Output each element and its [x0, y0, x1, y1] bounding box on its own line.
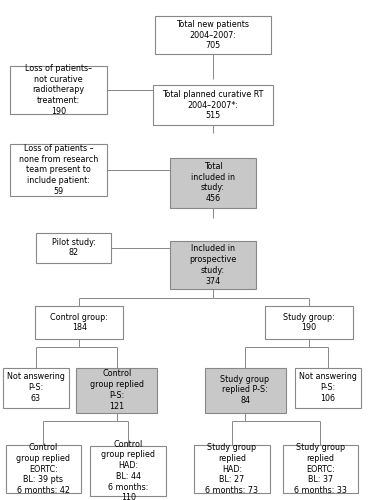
Text: Control group:
184: Control group: 184 — [50, 312, 108, 332]
FancyBboxPatch shape — [10, 144, 106, 196]
FancyBboxPatch shape — [3, 368, 69, 408]
Text: Study group
replied
HAD:
BL: 27
6 months: 73: Study group replied HAD: BL: 27 6 months… — [205, 443, 258, 495]
Text: Total planned curative RT
2004–2007*:
515: Total planned curative RT 2004–2007*: 51… — [162, 90, 264, 120]
Text: Not answering
P-S:
106: Not answering P-S: 106 — [299, 372, 357, 403]
Text: Loss of patients –
none from research
team present to
include patient:
59: Loss of patients – none from research te… — [19, 144, 98, 196]
FancyBboxPatch shape — [76, 368, 157, 412]
FancyBboxPatch shape — [283, 445, 358, 493]
FancyBboxPatch shape — [90, 446, 166, 496]
Text: Control
group replied
P-S:
121: Control group replied P-S: 121 — [90, 370, 144, 410]
Text: Control
group replied
EORTC:
BL: 39 pts
6 months: 42: Control group replied EORTC: BL: 39 pts … — [16, 443, 70, 495]
FancyBboxPatch shape — [36, 232, 111, 262]
Text: Total
included in
study:
456: Total included in study: 456 — [191, 162, 235, 203]
FancyBboxPatch shape — [35, 306, 124, 339]
Text: Study group
replied
EORTC:
BL: 37
6 months: 33: Study group replied EORTC: BL: 37 6 mont… — [294, 443, 347, 495]
FancyBboxPatch shape — [6, 445, 81, 493]
FancyBboxPatch shape — [10, 66, 106, 114]
FancyBboxPatch shape — [295, 368, 361, 408]
FancyBboxPatch shape — [170, 242, 256, 289]
Text: Pilot study:
82: Pilot study: 82 — [52, 238, 95, 258]
FancyBboxPatch shape — [265, 306, 353, 339]
Text: Study group:
190: Study group: 190 — [283, 312, 335, 332]
FancyBboxPatch shape — [155, 16, 271, 54]
FancyBboxPatch shape — [204, 368, 286, 412]
Text: Loss of patients–
not curative
radiotherapy
treatment:
190: Loss of patients– not curative radiother… — [25, 64, 92, 116]
FancyBboxPatch shape — [194, 445, 270, 493]
FancyBboxPatch shape — [153, 85, 273, 125]
Text: Not answering
P-S:
63: Not answering P-S: 63 — [7, 372, 65, 403]
Text: Total new patients
2004–2007:
705: Total new patients 2004–2007: 705 — [176, 20, 250, 50]
Text: Included in
prospective
study:
374: Included in prospective study: 374 — [189, 244, 237, 286]
Text: Study group
replied P-S:
84: Study group replied P-S: 84 — [221, 375, 270, 405]
FancyBboxPatch shape — [170, 158, 256, 208]
Text: Control
group replied
HAD:
BL: 44
6 months:
110: Control group replied HAD: BL: 44 6 mont… — [101, 440, 155, 500]
